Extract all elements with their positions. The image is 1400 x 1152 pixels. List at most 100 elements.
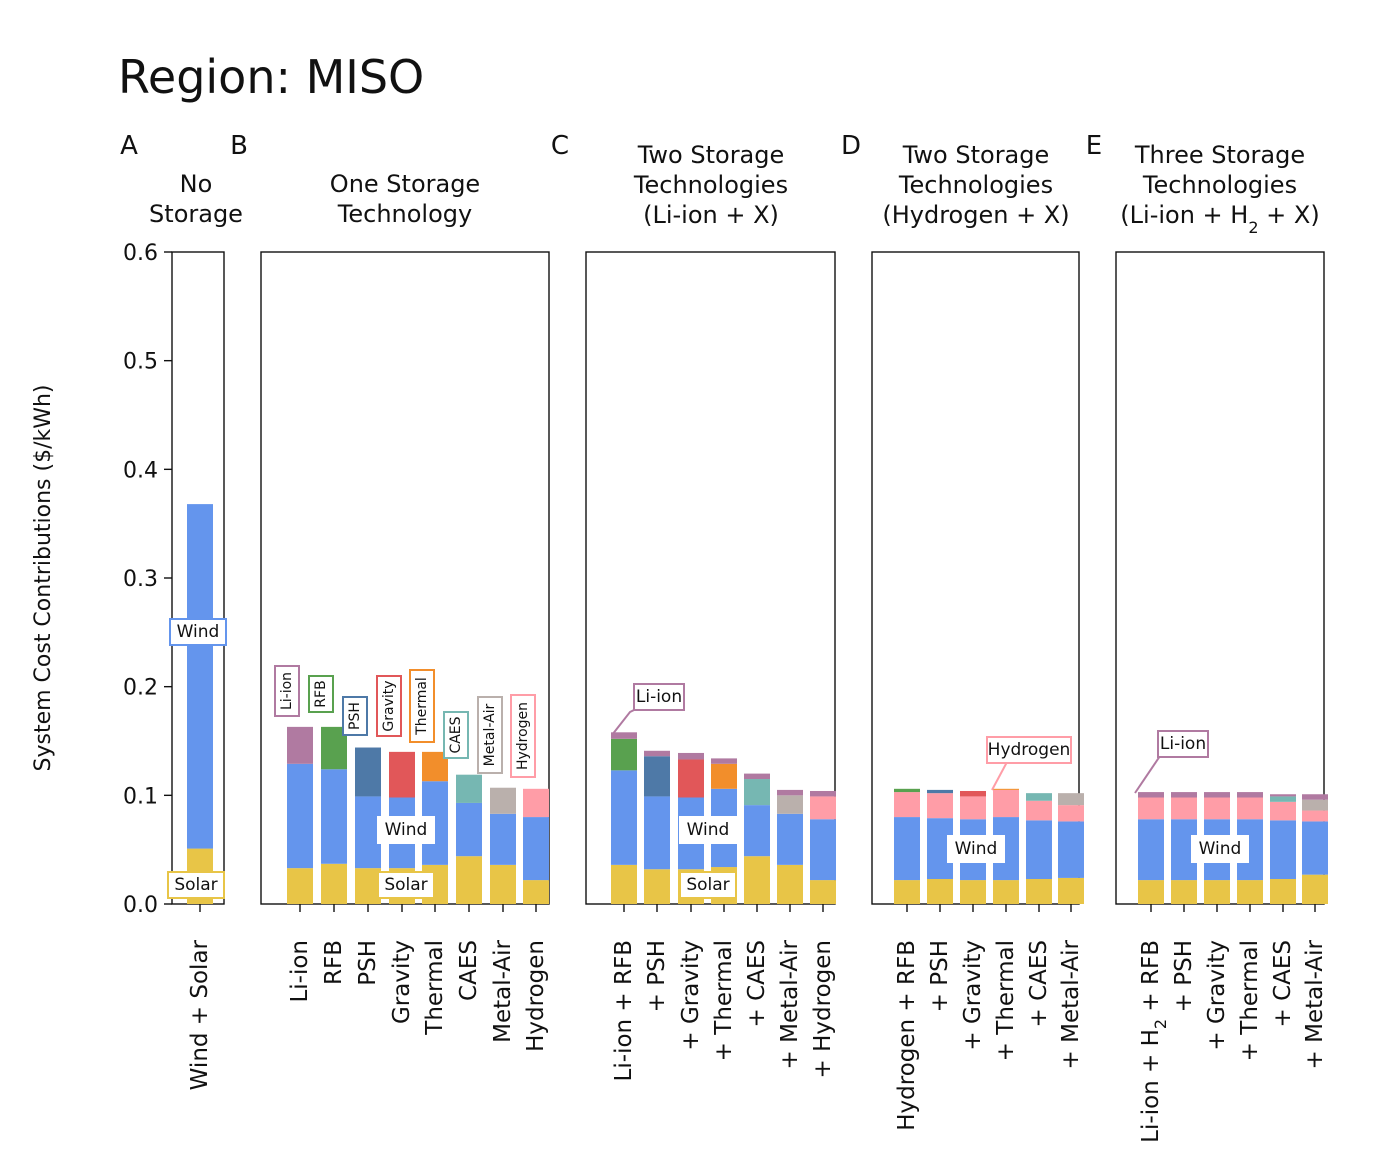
bar-hydrogen-solar: [810, 880, 836, 904]
bar-gravity-gravity: [960, 790, 986, 797]
bar-thermal-hydrogen: [1237, 797, 1263, 820]
label-metal-air: Metal-Air: [477, 696, 503, 774]
bar-psh-wind: [355, 796, 381, 869]
bar-gravity-li-ion: [1204, 792, 1230, 798]
label-wind-e: Wind: [1191, 835, 1249, 863]
label-li-ion-c-box: [633, 683, 685, 711]
bar-gravity-solar: [960, 880, 986, 904]
label-solar-b: Solar: [377, 871, 435, 899]
label-hydrogen-d: Hydrogen: [986, 736, 1072, 764]
bar-caes-hydrogen: [1270, 801, 1296, 821]
label-wind-e-text: Wind: [1199, 839, 1242, 859]
x-tick-label-metal-air: Metal-Air: [490, 939, 516, 1042]
panel-d-title-line: Technologies: [898, 171, 1053, 199]
x-tick-label-psh: PSH: [355, 940, 381, 986]
label-wind-d-text: Wind: [955, 839, 998, 859]
panel-b-letter: B: [230, 131, 248, 161]
label-solar-text: Solar: [174, 875, 217, 895]
bar-wind-solar-wind: [187, 504, 213, 849]
leader-hydrogen-d: [991, 761, 1008, 791]
bar-hydrogen-rfb-solar: [894, 880, 920, 904]
leader-li-ion-e: [1134, 755, 1161, 794]
bar-li-ion-rfb-wind: [611, 770, 637, 865]
label-wind: Wind: [169, 618, 227, 646]
panel-d-letter: D: [841, 131, 861, 161]
x-tick-label-metal-air: + Metal-Air: [1302, 939, 1328, 1069]
label-thermal: Thermal: [409, 669, 435, 743]
bar-psh-li-ion: [1171, 792, 1197, 798]
bar-caes-solar: [1270, 879, 1296, 904]
x-tick-label-metal-air: + Metal-Air: [1058, 939, 1084, 1069]
leader-li-ion-c: [611, 707, 639, 736]
bar-hydrogen-hydrogen: [523, 788, 549, 818]
panel-c-title-line: (Li-ion + X): [643, 201, 779, 229]
bar-metal-air-hydrogen: [1058, 805, 1084, 822]
bar-li-ion-rfb-solar: [611, 864, 637, 904]
bar-psh-li-ion: [644, 750, 670, 757]
bar-caes-li-ion: [1270, 794, 1296, 797]
bar-hydrogen-wind: [523, 817, 549, 881]
x-tick-label-psh: + PSH: [1171, 940, 1197, 1012]
bar-hydrogen-hydrogen: [810, 796, 836, 820]
label-wind-text: Wind: [177, 622, 220, 642]
label-metal-air-text: Metal-Air: [482, 703, 498, 766]
bar-li-ion-h2-rfb-solar: [1138, 880, 1164, 904]
label-gravity: Gravity: [376, 675, 402, 737]
label-psh-text: PSH: [347, 702, 363, 730]
bar-gravity-solar: [1204, 880, 1230, 904]
panel-e-title-line: (Li-ion + H2 + X): [1120, 201, 1319, 237]
x-tick-label-gravity: + Gravity: [960, 940, 986, 1051]
x-tick-label-li-ion-rfb: Li-ion + RFB: [611, 940, 637, 1081]
bar-li-ion-h2-rfb-wind: [1138, 819, 1164, 881]
label-wind-box: [169, 618, 227, 646]
y-axis-label: System Cost Contributions ($/kWh): [31, 385, 56, 772]
label-psh: PSH: [342, 696, 368, 736]
bar-psh-psh: [644, 756, 670, 797]
label-rfb-box: [308, 675, 334, 713]
bar-hydrogen-rfb-rfb: [894, 788, 920, 793]
panel-e-title-line: Technologies: [1142, 171, 1297, 199]
label-gravity-box: [376, 675, 402, 737]
bar-rfb-solar: [321, 863, 347, 904]
label-li-ion-box: [274, 665, 300, 717]
bar-psh-psh: [927, 789, 953, 794]
x-tick-label-gravity: + Gravity: [678, 940, 704, 1051]
bar-hydrogen-wind: [810, 819, 836, 881]
label-li-ion-c: Li-ion: [633, 683, 685, 711]
x-tick-label-thermal: + Thermal: [993, 940, 1019, 1061]
label-solar-c: Solar: [679, 871, 737, 899]
bar-caes-caes: [1270, 796, 1296, 802]
y-tick-label: 0.0: [123, 893, 158, 918]
bar-gravity-hydrogen: [960, 796, 986, 820]
bar-caes-caes: [1026, 793, 1052, 801]
label-wind-b-box: [377, 816, 435, 844]
bar-metal-air-solar: [490, 864, 516, 904]
label-metal-air-box: [477, 696, 503, 774]
panel-a-title-line: Storage: [149, 200, 243, 228]
bar-psh-hydrogen: [927, 793, 953, 819]
bar-caes-wind: [1026, 820, 1052, 880]
label-wind-b: Wind: [377, 816, 435, 844]
label-rfb: RFB: [308, 675, 334, 713]
bar-metal-air-metal-air: [1058, 793, 1084, 806]
label-wind-e-box: [1191, 835, 1249, 863]
bar-metal-air-wind: [777, 813, 803, 865]
y-tick-label: 0.4: [123, 458, 158, 483]
bar-thermal-solar: [993, 880, 1019, 904]
label-gravity-text: Gravity: [381, 680, 397, 731]
bar-caes-li-ion: [744, 773, 770, 780]
bar-caes-solar: [744, 856, 770, 904]
label-solar-b-text: Solar: [384, 875, 427, 895]
bar-psh-solar: [355, 868, 381, 904]
label-wind-c: Wind: [679, 816, 737, 844]
label-rfb-text: RFB: [313, 680, 329, 707]
label-solar-b-box: [377, 871, 435, 899]
bar-li-ion-rfb-li-ion: [611, 732, 637, 739]
bar-thermal-solar: [1237, 880, 1263, 904]
label-wind-c-text: Wind: [687, 820, 730, 840]
